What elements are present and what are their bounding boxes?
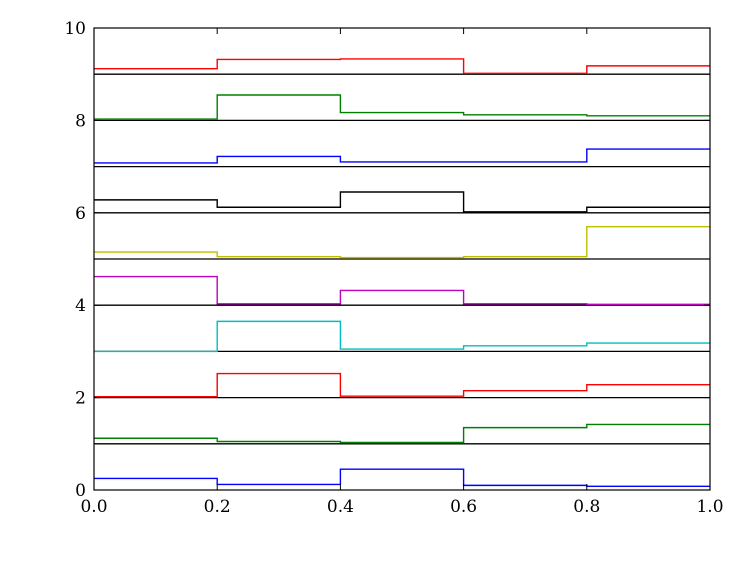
series-5-line	[94, 275, 710, 305]
x-tick-label: 1.0	[696, 497, 723, 517]
y-tick-label: 8	[75, 111, 86, 131]
y-tick-label: 4	[75, 296, 86, 316]
y-tick-label: 2	[75, 389, 86, 409]
x-tick-label: 0.8	[573, 497, 600, 517]
series-10-line	[94, 58, 710, 74]
axes-frame	[93, 27, 711, 491]
x-tick-label: 0.0	[80, 497, 107, 517]
x-tick-label: 0.2	[204, 497, 231, 517]
y-tick-label: 0	[75, 481, 86, 501]
axes: 0.0 0.2 0.4 0.6 0.8 1.0 0 2 4 6 8 10	[64, 19, 723, 517]
series-8-line	[94, 148, 710, 164]
plot-area	[94, 58, 710, 488]
series-2-line	[94, 423, 710, 444]
series-4-line	[94, 320, 710, 353]
series-3-line	[94, 372, 710, 398]
series-1-line	[94, 468, 710, 488]
y-tick-label: 6	[75, 204, 86, 224]
y-tick-label: 10	[64, 19, 86, 39]
x-tick-label: 0.6	[450, 497, 477, 517]
x-tick-label: 0.4	[327, 497, 354, 517]
series-9-line	[94, 94, 710, 120]
series-6-line	[94, 225, 710, 259]
series-7-line	[94, 191, 710, 213]
